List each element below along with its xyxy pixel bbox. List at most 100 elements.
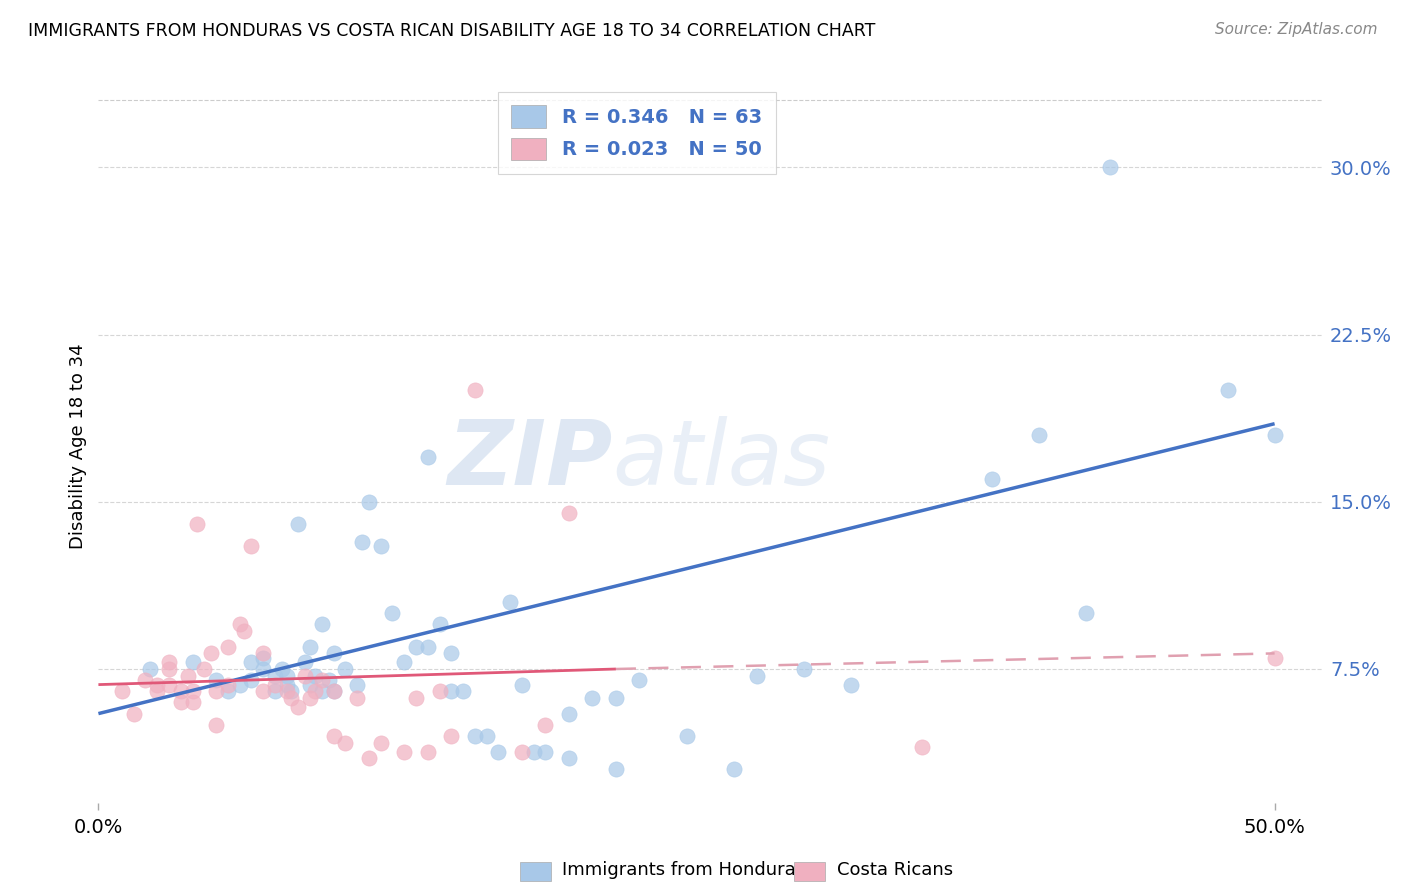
Point [440, 729, 463, 743]
Point [134, 673, 156, 687]
Point [252, 684, 274, 698]
Point [276, 669, 298, 683]
Point [170, 684, 193, 698]
Point [217, 684, 239, 698]
Point [523, 744, 546, 758]
Point [111, 684, 134, 698]
Text: IMMIGRANTS FROM HONDURAS VS COSTA RICAN DISABILITY AGE 18 TO 34 CORRELATION CHAR: IMMIGRANTS FROM HONDURAS VS COSTA RICAN … [28, 22, 876, 40]
Point [177, 669, 200, 683]
Point [793, 662, 815, 676]
Point [186, 516, 208, 531]
Point [200, 646, 222, 660]
Point [558, 506, 581, 520]
Point [299, 640, 322, 654]
Point [723, 762, 745, 776]
Point [170, 696, 193, 710]
Point [745, 669, 768, 683]
Point [146, 684, 169, 698]
Point [287, 699, 309, 714]
Text: atlas: atlas [612, 417, 830, 504]
Point [558, 706, 581, 721]
Point [405, 690, 427, 705]
Point [1076, 607, 1098, 621]
Point [675, 729, 697, 743]
Point [240, 673, 263, 687]
Point [157, 678, 180, 692]
Point [981, 473, 1004, 487]
Point [193, 662, 215, 676]
Point [322, 729, 344, 743]
Point [263, 669, 285, 683]
Point [381, 607, 404, 621]
Point [1264, 428, 1286, 442]
Point [346, 678, 368, 692]
Point [263, 684, 285, 698]
Point [1028, 428, 1050, 442]
Point [534, 744, 557, 758]
Point [252, 646, 274, 660]
Point [357, 494, 380, 508]
Point [350, 534, 373, 549]
Legend: R = 0.346   N = 63, R = 0.023   N = 50: R = 0.346 N = 63, R = 0.023 N = 50 [498, 92, 776, 174]
Point [217, 640, 239, 654]
Point [440, 684, 463, 698]
Point [464, 384, 486, 398]
Point [287, 516, 309, 531]
Point [357, 751, 380, 765]
Point [416, 744, 439, 758]
Point [318, 673, 340, 687]
Text: ZIP: ZIP [447, 417, 612, 504]
Text: Immigrants from Honduras: Immigrants from Honduras [562, 861, 806, 879]
Point [1216, 384, 1239, 398]
Y-axis label: Disability Age 18 to 34: Disability Age 18 to 34 [69, 343, 87, 549]
Point [429, 684, 451, 698]
Point [240, 655, 263, 669]
Point [233, 624, 256, 639]
Point [252, 651, 274, 665]
Point [346, 690, 368, 705]
Point [322, 646, 344, 660]
Point [263, 678, 285, 692]
Point [534, 717, 557, 731]
Point [335, 662, 357, 676]
Point [294, 669, 316, 683]
Point [510, 678, 533, 692]
Point [1098, 161, 1121, 175]
Point [181, 655, 204, 669]
Point [311, 684, 333, 698]
Point [276, 684, 298, 698]
Point [228, 678, 250, 692]
Point [280, 690, 302, 705]
Point [205, 717, 228, 731]
Point [139, 662, 162, 676]
Point [304, 669, 326, 683]
Point [392, 744, 416, 758]
Point [451, 684, 474, 698]
Point [392, 655, 416, 669]
Point [605, 762, 627, 776]
Point [405, 640, 427, 654]
Point [270, 662, 294, 676]
Point [416, 450, 439, 464]
Text: Costa Ricans: Costa Ricans [837, 861, 953, 879]
Point [217, 678, 239, 692]
Point [311, 673, 333, 687]
Point [335, 735, 357, 749]
Point [581, 690, 603, 705]
Point [228, 617, 250, 632]
Point [605, 690, 627, 705]
Point [205, 684, 228, 698]
Point [157, 662, 180, 676]
Point [558, 751, 581, 765]
Point [205, 673, 228, 687]
Point [322, 684, 344, 698]
Point [299, 678, 322, 692]
Point [252, 662, 274, 676]
Point [322, 684, 344, 698]
Point [370, 539, 392, 553]
Point [181, 696, 204, 710]
Point [911, 740, 934, 755]
Point [240, 539, 263, 553]
Point [628, 673, 651, 687]
Point [499, 595, 522, 609]
